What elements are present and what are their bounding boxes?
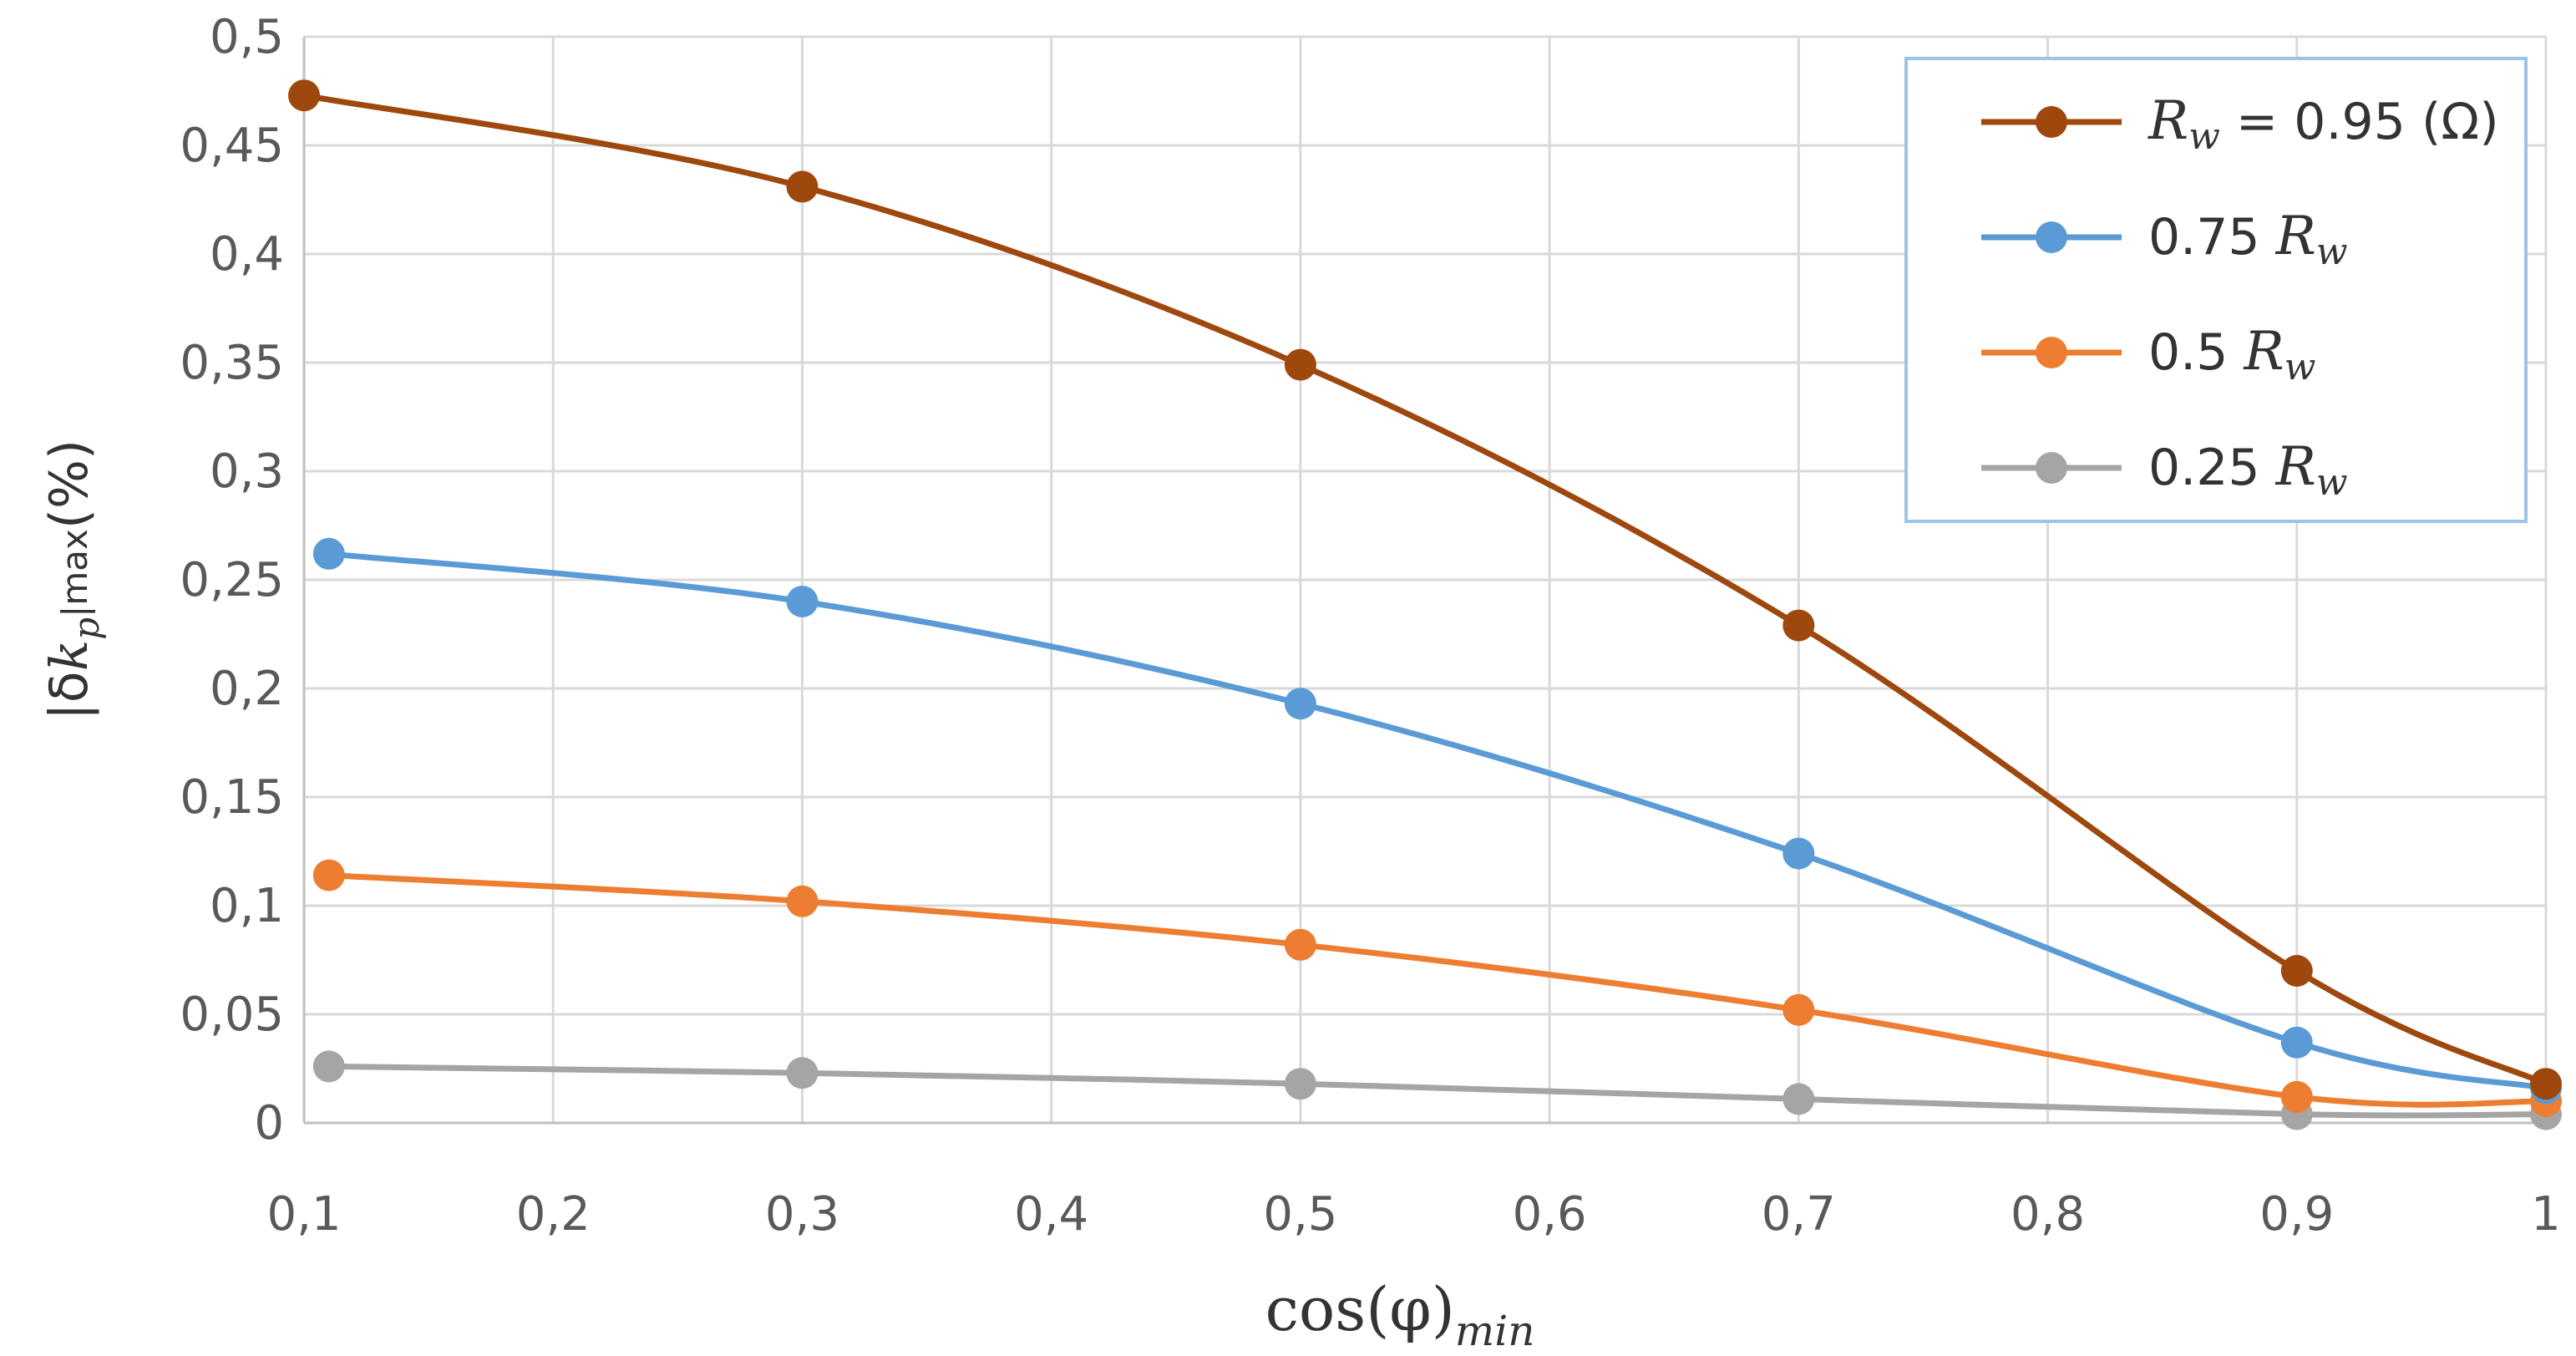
- legend-item: 0.5 Rw: [1981, 321, 2315, 389]
- y-tick-label: 0,25: [180, 553, 284, 607]
- series-3: [312, 1050, 2562, 1130]
- data-point: [1782, 1083, 1815, 1115]
- legend-label: 0.5 Rw: [2148, 321, 2315, 389]
- data-point: [1782, 993, 1815, 1026]
- legend-prefix: 0.75: [2148, 208, 2276, 267]
- legend-marker: [2036, 106, 2067, 138]
- data-point: [1782, 609, 1815, 642]
- y-tick-label: 0,15: [180, 770, 284, 825]
- y-axis-title: |δkp|max(%): [38, 439, 107, 720]
- legend-item: 0.75 Rw: [1981, 206, 2348, 273]
- data-point: [786, 1057, 819, 1089]
- legend-box: [1904, 57, 2528, 523]
- y-tick-label: 0,3: [210, 444, 284, 499]
- x-tick-label: 0,3: [765, 1187, 839, 1242]
- x-axis-title-subscript: min: [1455, 1307, 1535, 1355]
- y-axis-title-subscript: p: [66, 617, 107, 640]
- data-point: [786, 586, 819, 617]
- series-line: [328, 551, 2547, 1091]
- data-point: [2280, 1026, 2313, 1059]
- y-axis-title-k: k: [38, 640, 99, 672]
- x-axis-title-main: cos(φ): [1265, 1274, 1455, 1344]
- legend-subscript: w: [2284, 346, 2316, 389]
- legend-subscript: w: [2188, 115, 2220, 158]
- data-point: [2280, 1080, 2313, 1113]
- series-line: [328, 1063, 2547, 1119]
- legend-prefix: 0.25: [2148, 439, 2276, 497]
- legend-variable: R: [2275, 436, 2316, 498]
- tick-labels: 0 0,05 0,1 0,15 0,2 0,25 0,3 0,35 0,4 0,45 0,5 0,1 0…: [180, 10, 2561, 1242]
- y-tick-label: 0: [254, 1096, 284, 1150]
- legend-marker: [2036, 221, 2067, 253]
- data-point: [2530, 1068, 2562, 1100]
- y-axis-title-max: |max: [54, 529, 95, 617]
- data-point: [786, 885, 819, 917]
- legend-rest: = 0.95 (Ω): [2220, 93, 2499, 151]
- legend-marker: [2036, 337, 2067, 368]
- series-2: [312, 859, 2562, 1117]
- series-0: [288, 79, 2562, 1100]
- legend: Rw = 0.95 (Ω)0.75 Rw0.5 Rw0.25 Rw: [1904, 57, 2528, 523]
- y-tick-label: 0,4: [210, 227, 284, 282]
- legend-subscript: w: [2316, 231, 2348, 273]
- legend-marker: [2036, 452, 2067, 484]
- data-point: [312, 537, 345, 570]
- y-tick-label: 0,1: [210, 879, 284, 933]
- data-point: [288, 79, 320, 112]
- legend-variable: R: [2244, 321, 2284, 383]
- series-group: [288, 79, 2562, 1130]
- x-tick-label: 1: [2531, 1187, 2561, 1242]
- series-1: [312, 537, 2562, 1105]
- legend-item: 0.25 Rw: [1981, 436, 2348, 504]
- y-axis-title-main: |δ: [38, 671, 100, 720]
- x-tick-label: 0,2: [516, 1187, 591, 1242]
- data-point: [1284, 688, 1316, 720]
- y-tick-label: 0,05: [180, 988, 284, 1042]
- x-tick-label: 0,1: [266, 1187, 341, 1242]
- legend-label: Rw = 0.95 (Ω): [2148, 90, 2499, 158]
- legend-subscript: w: [2316, 461, 2348, 504]
- legend-variable: R: [2148, 90, 2188, 152]
- x-axis-title: cos(φ)min: [1265, 1274, 1535, 1355]
- data-point: [2280, 955, 2313, 987]
- x-tick-label: 0,9: [2259, 1187, 2334, 1242]
- data-point: [312, 859, 345, 891]
- data-point: [1284, 1068, 1316, 1100]
- x-tick-label: 0,6: [1513, 1187, 1587, 1242]
- legend-prefix: 0.5: [2148, 323, 2244, 382]
- legend-label: 0.75 Rw: [2148, 206, 2348, 273]
- legend-item: Rw = 0.95 (Ω): [1981, 90, 2499, 158]
- axes: [302, 37, 2546, 1125]
- data-point: [312, 1050, 345, 1083]
- x-tick-label: 0,7: [1762, 1187, 1836, 1242]
- y-tick-label: 0,35: [180, 336, 284, 390]
- legend-label: 0.25 Rw: [2148, 436, 2348, 504]
- y-tick-label: 0,45: [180, 119, 284, 173]
- x-tick-label: 0,8: [2011, 1187, 2085, 1242]
- data-point: [1284, 348, 1316, 381]
- data-point: [786, 170, 819, 203]
- x-tick-label: 0,5: [1263, 1187, 1337, 1242]
- y-tick-label: 0,2: [210, 662, 284, 716]
- data-point: [1782, 837, 1815, 870]
- y-tick-label: 0,5: [210, 10, 284, 64]
- x-tick-label: 0,4: [1014, 1187, 1088, 1242]
- data-point: [1284, 928, 1316, 961]
- y-axis-title-unit: (%): [38, 439, 99, 529]
- legend-variable: R: [2275, 206, 2316, 267]
